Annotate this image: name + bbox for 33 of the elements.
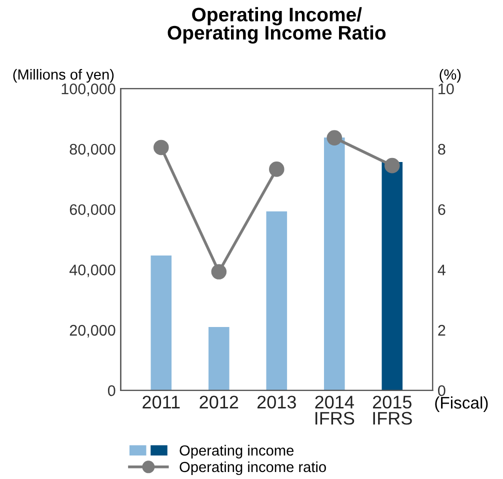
x-tick-label: 2014 IFRS bbox=[315, 396, 354, 425]
bar bbox=[208, 327, 230, 390]
legend-label: Operating income ratio bbox=[180, 461, 326, 476]
legend-label: Operating income bbox=[180, 444, 294, 459]
y2-tick-label: 6 bbox=[438, 204, 446, 216]
y-tick-label: 60,000 bbox=[70, 204, 116, 217]
y2-tick-label: 2 bbox=[438, 324, 446, 336]
y-tick-label: 80,000 bbox=[70, 144, 116, 156]
point bbox=[269, 162, 284, 177]
point bbox=[384, 158, 400, 174]
point bbox=[326, 130, 342, 146]
y-tick-label: 100,000 bbox=[62, 83, 116, 96]
y2-tick-label: 0 bbox=[438, 385, 446, 396]
point bbox=[154, 140, 169, 156]
y-axis-title: (Millions of yen) bbox=[13, 68, 114, 83]
y-tick-label: 20,000 bbox=[70, 324, 116, 338]
y-tick-label: 40,000 bbox=[69, 264, 116, 278]
bar bbox=[324, 138, 345, 390]
chart-title: Operating Income/ Operating Income Ratio bbox=[168, 7, 386, 44]
x-tick-label: 2015 IFRS bbox=[372, 396, 412, 425]
bar bbox=[266, 211, 288, 390]
bar bbox=[382, 162, 403, 390]
y2-tick-label: 8 bbox=[438, 144, 446, 155]
y-tick-label: 0 bbox=[108, 385, 116, 396]
y2-tick-label: 10 bbox=[438, 83, 454, 94]
x-tick-label: 2013 bbox=[257, 396, 296, 409]
x-tick-label: 2012 bbox=[200, 396, 238, 409]
bar bbox=[150, 255, 172, 390]
point bbox=[211, 264, 227, 280]
x-tick-label: 2011 bbox=[142, 396, 180, 409]
y2-tick-label: 4 bbox=[438, 264, 446, 276]
y2-axis-title: (%) bbox=[440, 68, 461, 83]
x-axis-title: (Fiscal) bbox=[435, 396, 488, 412]
